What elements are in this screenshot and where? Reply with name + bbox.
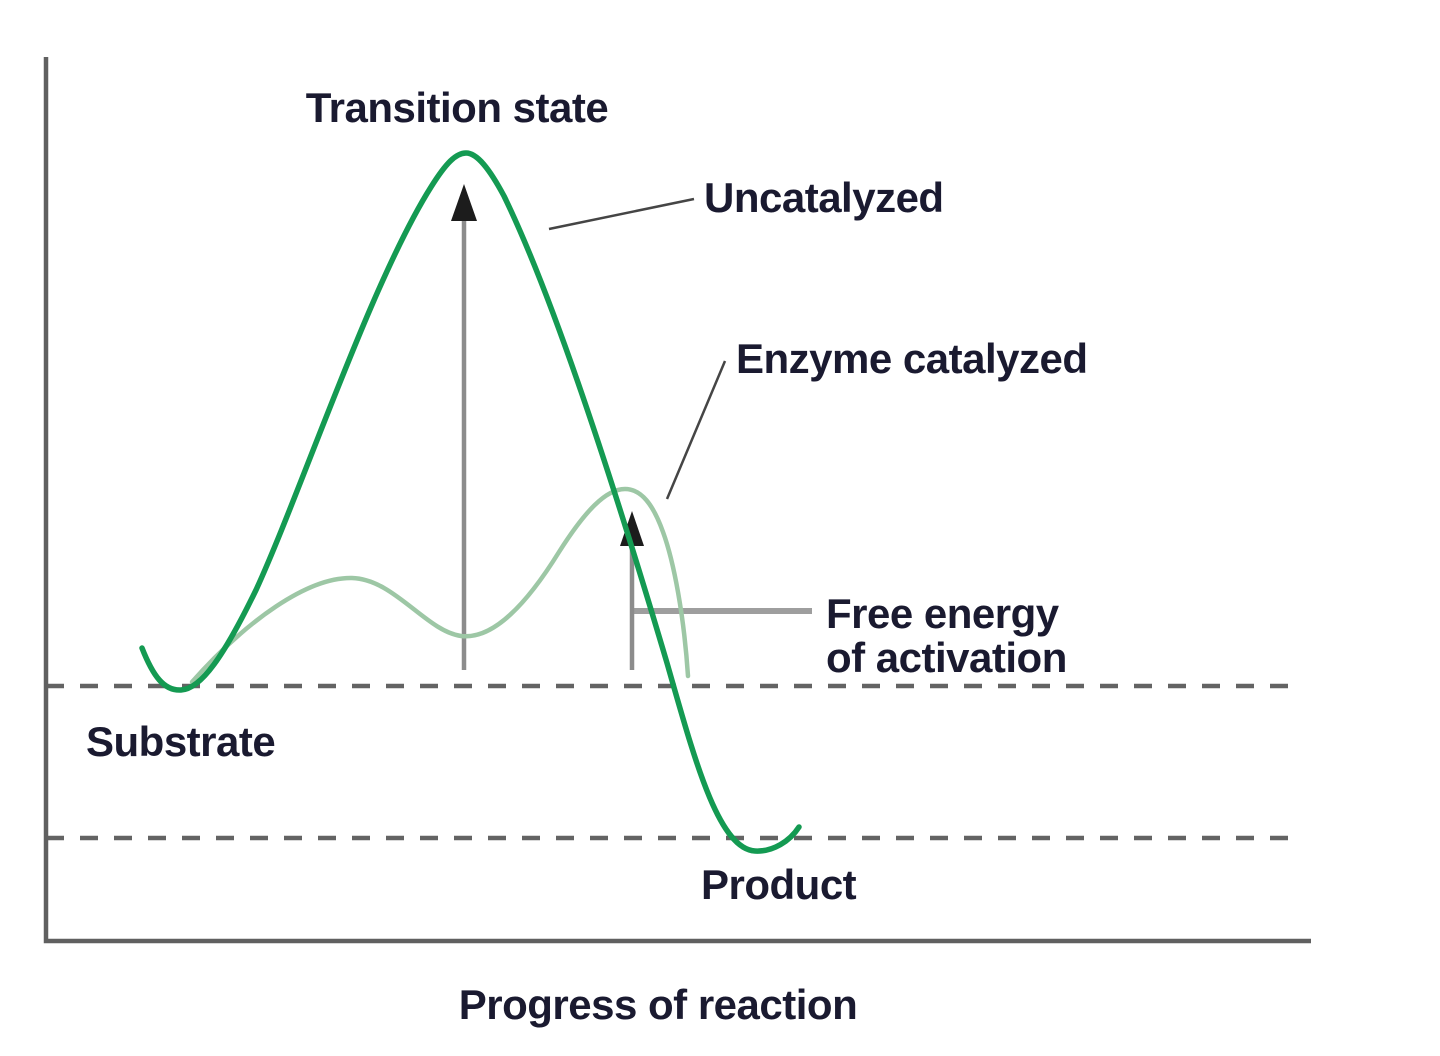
enzyme-catalyzed-curve: [189, 486, 691, 685]
uncatalyzed-leader-line: [548, 197, 695, 231]
uncatalyzed-label: Uncatalyzed: [704, 174, 944, 221]
uncatalyzed-activation-arrowhead-icon: [451, 184, 477, 221]
free-energy-label-line2: of activation: [826, 634, 1067, 682]
enzyme-catalyzed-label: Enzyme catalyzed: [736, 335, 1088, 382]
enzyme-catalyzed-leader-line: [665, 360, 727, 500]
free-energy-label-line1: Free energy: [826, 590, 1059, 637]
x-axis-label: Progress of reaction: [458, 981, 858, 1028]
uncatalyzed-curve: [139, 150, 802, 854]
transition-state-label: Transition state: [305, 84, 609, 131]
substrate-label: Substrate: [86, 718, 276, 765]
product-label: Product: [701, 861, 857, 908]
axes: [43, 57, 1311, 944]
free-energy-label: Free energy of activation: [826, 590, 1067, 682]
